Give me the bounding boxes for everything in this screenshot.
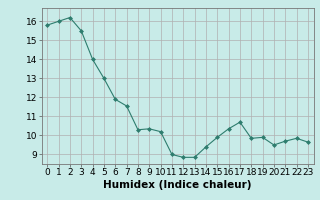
X-axis label: Humidex (Indice chaleur): Humidex (Indice chaleur) <box>103 180 252 190</box>
